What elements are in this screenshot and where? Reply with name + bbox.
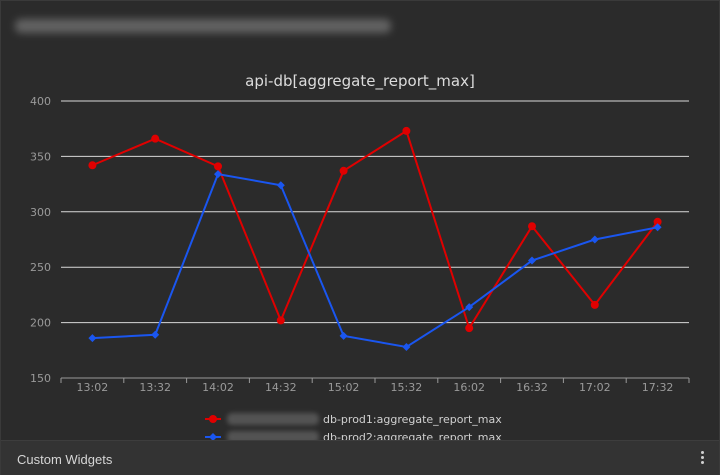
grid-lines <box>61 100 689 324</box>
data-point[interactable] <box>151 134 160 143</box>
x-tick-label: 16:02 <box>453 381 485 394</box>
data-point[interactable] <box>339 166 348 175</box>
footer-bar: Custom Widgets <box>1 440 719 475</box>
data-point[interactable] <box>653 217 662 226</box>
x-tick-label: 15:32 <box>391 381 423 394</box>
x-tick-label: 14:32 <box>265 381 297 394</box>
chart-title: api-db[aggregate_report_max] <box>245 72 475 91</box>
y-tick-label: 150 <box>30 372 51 385</box>
series-line <box>92 129 659 331</box>
data-point[interactable] <box>214 162 222 171</box>
data-point[interactable] <box>339 331 348 340</box>
data-point[interactable] <box>276 181 285 190</box>
data-point[interactable] <box>88 161 97 170</box>
y-tick-label: 300 <box>30 206 51 219</box>
line-chart: api-db[aggregate_report_max] 150 200 250 30… <box>30 72 690 440</box>
x-axis: 13:02 13:32 14:02 14:32 15:02 15:32 16:02 16:32… <box>60 377 690 394</box>
data-point[interactable] <box>151 330 160 339</box>
y-tick-label: 350 <box>30 150 51 163</box>
series-2 <box>88 170 662 351</box>
x-tick-label: 13:32 <box>139 381 171 394</box>
x-tick-label: 17:32 <box>642 381 674 394</box>
y-tick-label: 400 <box>30 95 51 108</box>
data-point[interactable] <box>276 316 285 325</box>
y-tick-label: 200 <box>30 317 51 330</box>
data-point[interactable] <box>528 222 536 231</box>
data-point[interactable] <box>590 300 599 309</box>
x-tick-label: 16:32 <box>516 381 548 394</box>
legend-marker <box>209 415 217 423</box>
redacted-widget-title <box>15 19 391 33</box>
data-point[interactable] <box>528 256 536 265</box>
data-point[interactable] <box>402 126 411 135</box>
legend-marker <box>209 433 217 440</box>
x-tick-label: 17:02 <box>579 381 611 394</box>
data-point[interactable] <box>590 235 599 244</box>
data-point[interactable] <box>465 324 474 333</box>
x-tick-label: 13:02 <box>77 381 109 394</box>
series-line <box>92 173 658 349</box>
data-point[interactable] <box>465 303 474 312</box>
data-point[interactable] <box>402 342 411 351</box>
legend-item[interactable]: db-prod2:aggregate_report_max <box>205 431 502 440</box>
series-group <box>88 126 662 351</box>
redacted-host <box>227 431 319 440</box>
data-point[interactable] <box>214 170 222 179</box>
legend-label: db-prod1:aggregate_report_max <box>323 413 502 426</box>
x-tick-label: 14:02 <box>202 381 234 394</box>
redacted-host <box>227 413 319 425</box>
x-tick-label: 15:02 <box>328 381 360 394</box>
y-axis-ticks: 150 200 250 300 350 400 <box>30 95 51 385</box>
legend: db-prod1:aggregate_report_max db-prod2:ag… <box>205 413 502 440</box>
legend-item[interactable]: db-prod1:aggregate_report_max <box>205 413 502 426</box>
y-tick-label: 250 <box>30 261 51 274</box>
data-point[interactable] <box>88 334 97 343</box>
data-point[interactable] <box>653 223 662 232</box>
legend-label: db-prod2:aggregate_report_max <box>323 431 502 440</box>
widget-header <box>1 1 719 41</box>
footer-label: Custom Widgets <box>17 452 113 467</box>
more-vertical-icon[interactable] <box>701 451 705 465</box>
series-1 <box>88 126 662 333</box>
